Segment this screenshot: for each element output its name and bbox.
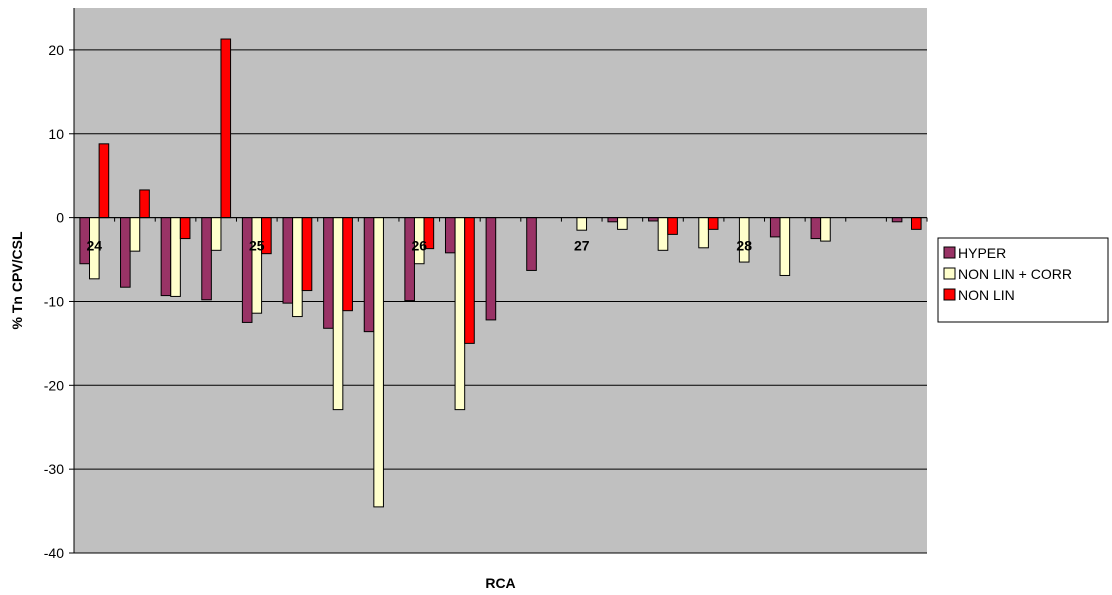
bar — [607, 217, 619, 223]
bar — [444, 217, 456, 254]
bar — [617, 217, 628, 230]
bar — [170, 217, 181, 297]
plot-area — [74, 8, 927, 553]
bar — [332, 217, 344, 411]
bar — [698, 217, 709, 249]
bar — [891, 217, 903, 223]
bar — [342, 217, 353, 312]
bar — [210, 217, 222, 251]
bar — [251, 217, 263, 314]
bar — [779, 217, 791, 276]
bar — [120, 217, 131, 288]
bar — [241, 217, 253, 323]
category-labels: 24 25 26 27 28 — [87, 238, 753, 254]
legend-swatch — [943, 267, 956, 280]
bar — [648, 217, 659, 222]
bar — [301, 217, 313, 292]
bar — [179, 217, 191, 240]
bar — [707, 217, 719, 230]
bar — [820, 217, 831, 242]
y-tick-label: -40 — [44, 545, 64, 561]
bar — [576, 217, 588, 231]
bar — [323, 217, 334, 329]
y-tick-labels: -40 -30 -20 -10 0 10 20 — [44, 42, 64, 561]
y-tick-label: 0 — [56, 210, 64, 226]
legend-label: NON LIN — [958, 287, 1015, 303]
category-label: 28 — [736, 238, 752, 254]
category-label: 27 — [574, 238, 590, 254]
bar — [657, 217, 669, 251]
category-label: 25 — [249, 238, 265, 254]
bar — [129, 217, 141, 252]
legend-swatch — [943, 288, 956, 301]
y-tick-label: 10 — [48, 126, 64, 142]
bar — [292, 217, 303, 318]
bar — [464, 217, 475, 344]
bar — [667, 217, 678, 235]
bar — [139, 189, 150, 219]
bar — [160, 217, 172, 297]
gridlines — [74, 49, 927, 554]
bar — [404, 217, 415, 302]
legend-swatch — [943, 246, 956, 259]
legend: HYPER NON LIN + CORR NON LIN — [937, 237, 1109, 323]
y-tick-label: 20 — [48, 42, 64, 58]
bar — [220, 38, 232, 219]
bar — [769, 217, 781, 238]
bar — [485, 217, 497, 321]
axes — [69, 8, 928, 554]
x-axis-title: RCA — [485, 575, 515, 591]
bar — [910, 217, 922, 230]
bar — [526, 217, 537, 271]
bar — [810, 217, 822, 240]
y-tick-label: -10 — [44, 293, 64, 309]
bar — [201, 217, 212, 301]
category-label: 24 — [87, 238, 103, 254]
y-tick-label: -20 — [44, 377, 64, 393]
legend-label: HYPER — [958, 245, 1006, 261]
y-tick-label: -30 — [44, 461, 64, 477]
y-axis-title: % Tn CPV/CSL — [9, 231, 25, 329]
bar — [454, 217, 466, 411]
legend-box — [937, 237, 1109, 323]
bar — [98, 143, 110, 219]
bar — [373, 217, 384, 508]
bar — [363, 217, 375, 333]
legend-label: NON LIN + CORR — [958, 266, 1072, 282]
category-label: 26 — [411, 238, 427, 254]
bar — [282, 217, 294, 304]
